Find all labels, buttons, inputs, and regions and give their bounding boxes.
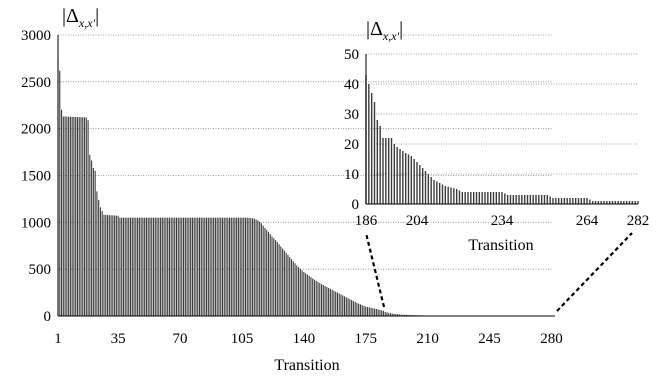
main-x-tick-label: 210 — [416, 331, 439, 347]
main-y-tick-label: 3000 — [21, 28, 51, 44]
main-bars — [57, 57, 556, 316]
zoom-connector-right — [556, 232, 633, 312]
main-y-tick-label: 2000 — [21, 122, 51, 138]
inset-x-tick-label: 186 — [355, 213, 378, 229]
main-y-tick-label: 1500 — [21, 169, 51, 185]
main-x-tick-label: 280 — [540, 331, 563, 347]
inset-x-tick-labels: 186 204 234 264 282 — [355, 213, 650, 229]
main-x-tick-label: 1 — [54, 331, 62, 347]
main-x-tick-label: 35 — [111, 331, 126, 347]
inset-y-tick-labels: 0 10 20 30 40 50 — [344, 47, 359, 213]
main-x-tick-label: 245 — [478, 331, 501, 347]
main-y-tick-label: 0 — [44, 309, 52, 325]
main-x-tick-label: 70 — [173, 331, 188, 347]
inset-chart: 0 10 20 30 40 50 186 204 234 264 282 |Δx,x′| Tran… — [344, 18, 649, 254]
inset-y-axis-label: |Δx,x′| — [366, 18, 403, 43]
main-y-tick-label: 2500 — [21, 75, 51, 91]
inset-x-tick-label: 264 — [576, 213, 599, 229]
main-y-axis-label: |Δx,x′| — [62, 5, 99, 30]
inset-gridlines — [366, 53, 638, 175]
main-y-tick-label: 1000 — [21, 215, 51, 231]
main-x-tick-labels: 1 35 70 105 140 175 210 245 280 — [54, 331, 562, 347]
main-x-tick-label: 105 — [231, 331, 254, 347]
main-y-tick-labels: 0 500 1000 1500 2000 2500 3000 — [21, 28, 51, 325]
inset-y-tick-label: 0 — [352, 197, 360, 213]
inset-x-tick-label: 282 — [627, 213, 650, 229]
zoom-connector-left — [364, 232, 386, 308]
main-x-tick-label: 140 — [293, 331, 316, 347]
main-x-tick-label: 175 — [355, 331, 378, 347]
main-x-axis-label: Transition — [274, 357, 339, 374]
inset-y-tick-label: 10 — [344, 167, 359, 183]
inset-y-tick-label: 50 — [344, 47, 359, 63]
inset-bars — [365, 75, 639, 204]
inset-x-tick-label: 204 — [406, 213, 429, 229]
inset-y-tick-label: 30 — [344, 107, 359, 123]
main-y-tick-label: 500 — [29, 262, 52, 278]
inset-x-tick-label: 234 — [491, 213, 514, 229]
inset-y-tick-label: 40 — [344, 77, 359, 93]
inset-y-tick-label: 20 — [344, 137, 359, 153]
inset-x-axis-label: Transition — [468, 237, 533, 254]
